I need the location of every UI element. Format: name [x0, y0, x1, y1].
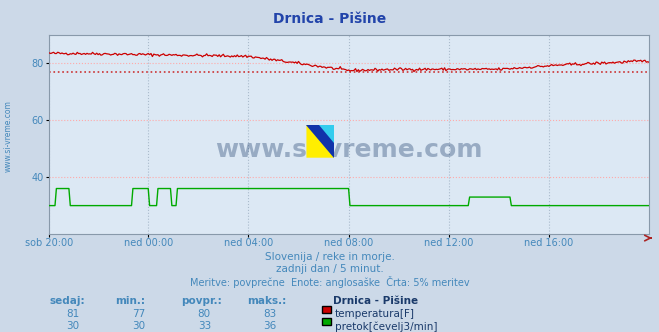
- Text: 36: 36: [264, 321, 277, 331]
- Text: 33: 33: [198, 321, 211, 331]
- Text: 30: 30: [66, 321, 79, 331]
- Text: 77: 77: [132, 309, 145, 319]
- Polygon shape: [319, 124, 334, 143]
- Text: www.si-vreme.com: www.si-vreme.com: [215, 138, 483, 162]
- Text: 83: 83: [264, 309, 277, 319]
- Text: 81: 81: [66, 309, 79, 319]
- Text: 80: 80: [198, 309, 211, 319]
- Text: zadnji dan / 5 minut.: zadnji dan / 5 minut.: [275, 264, 384, 274]
- Text: Drnica - Pišine: Drnica - Pišine: [273, 12, 386, 26]
- Text: povpr.:: povpr.:: [181, 296, 222, 306]
- Text: Meritve: povprečne  Enote: anglosaške  Črta: 5% meritev: Meritve: povprečne Enote: anglosaške Črt…: [190, 276, 469, 288]
- Text: maks.:: maks.:: [247, 296, 287, 306]
- Text: Drnica - Pišine: Drnica - Pišine: [333, 296, 418, 306]
- Text: temperatura[F]: temperatura[F]: [335, 309, 415, 319]
- Text: Slovenija / reke in morje.: Slovenija / reke in morje.: [264, 252, 395, 262]
- Polygon shape: [306, 124, 334, 158]
- Text: min.:: min.:: [115, 296, 146, 306]
- Polygon shape: [306, 124, 334, 158]
- Text: 30: 30: [132, 321, 145, 331]
- Text: www.si-vreme.com: www.si-vreme.com: [3, 100, 13, 172]
- Text: pretok[čevelj3/min]: pretok[čevelj3/min]: [335, 321, 438, 332]
- Text: sedaj:: sedaj:: [49, 296, 85, 306]
